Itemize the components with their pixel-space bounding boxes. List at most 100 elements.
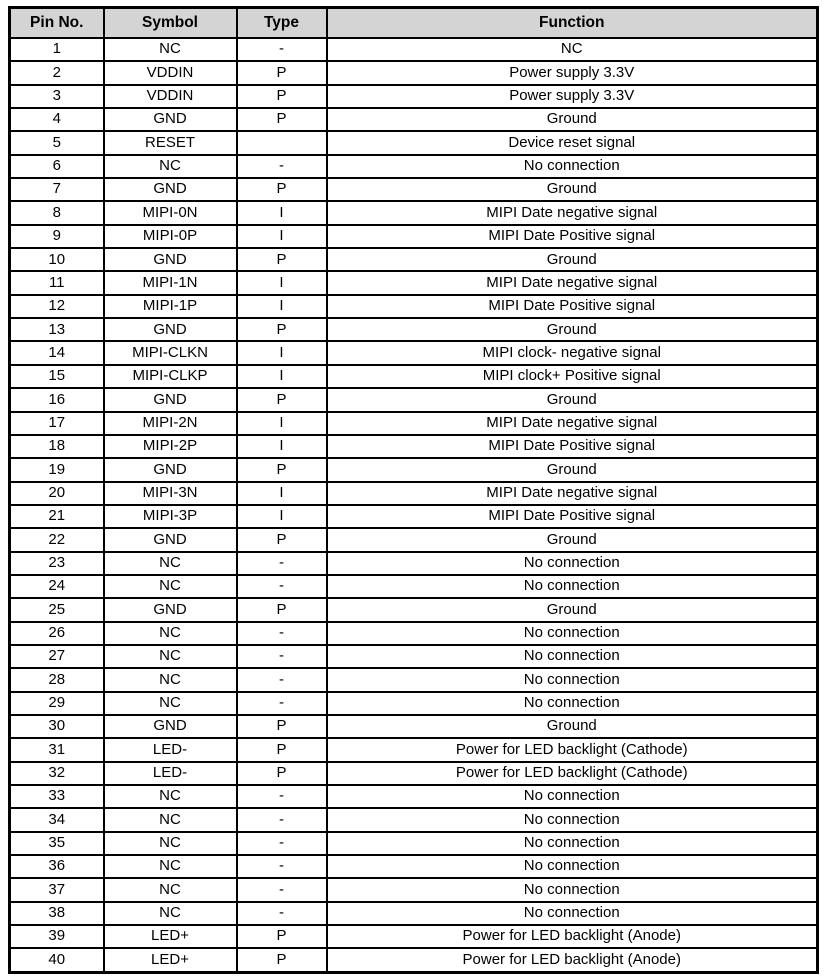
cell-pin-no: 35 xyxy=(8,830,105,857)
cell-function: No connection xyxy=(325,667,819,693)
cell-type: I xyxy=(235,433,328,460)
cell-function: Ground xyxy=(325,713,819,740)
cell-function: No connection xyxy=(325,783,819,810)
cell-pin-no: 23 xyxy=(8,550,105,576)
cell-type: P xyxy=(235,924,328,950)
cell-type: - xyxy=(235,877,328,903)
cell-type xyxy=(235,130,328,156)
cell-function: No connection xyxy=(325,573,819,600)
header-type: Type xyxy=(235,6,328,39)
table-row: 37 NC - No connection xyxy=(8,877,819,903)
cell-pin-no: 33 xyxy=(8,783,105,810)
cell-function: Ground xyxy=(325,177,819,203)
cell-function: Ground xyxy=(325,597,819,623)
cell-symbol: MIPI-CLKN xyxy=(102,340,238,366)
cell-pin-no: 2 xyxy=(8,60,105,86)
cell-pin-no: 15 xyxy=(8,363,105,390)
cell-pin-no: 22 xyxy=(8,527,105,553)
cell-symbol: NC xyxy=(102,783,238,810)
table-row: 26 NC - No connection xyxy=(8,620,819,646)
table-row: 14 MIPI-CLKN I MIPI clock- negative signal xyxy=(8,340,819,366)
pin-assignment-table: Pin No. Symbol Type Function 1 NC - NC 2 VDDI… xyxy=(8,6,819,974)
cell-symbol: NC xyxy=(102,854,238,880)
cell-symbol: GND xyxy=(102,107,238,133)
cell-symbol: NC xyxy=(102,153,238,180)
cell-function: NC xyxy=(325,36,819,63)
cell-type: - xyxy=(235,620,328,646)
cell-pin-no: 8 xyxy=(8,200,105,226)
cell-symbol: NC xyxy=(102,877,238,903)
table-row: 29 NC - No connection xyxy=(8,690,819,716)
cell-pin-no: 6 xyxy=(8,153,105,180)
cell-type: - xyxy=(235,830,328,857)
cell-type: I xyxy=(235,503,328,530)
cell-function: MIPI Date Positive signal xyxy=(325,223,819,250)
table-row: 23 NC - No connection xyxy=(8,550,819,576)
table-row: 1 NC - NC xyxy=(8,36,819,63)
cell-function: Ground xyxy=(325,527,819,553)
header-row: Pin No. Symbol Type Function xyxy=(8,6,819,39)
cell-type: I xyxy=(235,363,328,390)
cell-pin-no: 9 xyxy=(8,223,105,250)
cell-pin-no: 31 xyxy=(8,737,105,763)
cell-type: - xyxy=(235,550,328,576)
cell-function: MIPI Date negative signal xyxy=(325,480,819,506)
table-row: 25 GND P Ground xyxy=(8,597,819,623)
table-row: 10 GND P Ground xyxy=(8,247,819,273)
cell-symbol: GND xyxy=(102,387,238,413)
table-row: 20 MIPI-3N I MIPI Date negative signal xyxy=(8,480,819,506)
cell-symbol: MIPI-1P xyxy=(102,293,238,320)
cell-function: No connection xyxy=(325,877,819,903)
cell-symbol: MIPI-1N xyxy=(102,270,238,296)
cell-symbol: GND xyxy=(102,177,238,203)
table-row: 12 MIPI-1P I MIPI Date Positive signal xyxy=(8,293,819,320)
cell-symbol: NC xyxy=(102,573,238,600)
table-row: 31 LED- P Power for LED backlight (Cathode) xyxy=(8,737,819,763)
table-row: 19 GND P Ground xyxy=(8,457,819,483)
cell-pin-no: 3 xyxy=(8,83,105,110)
cell-type: - xyxy=(235,690,328,716)
cell-symbol: NC xyxy=(102,830,238,857)
cell-type: - xyxy=(235,807,328,833)
cell-function: Power for LED backlight (Cathode) xyxy=(325,737,819,763)
table-row: 21 MIPI-3P I MIPI Date Positive signal xyxy=(8,503,819,530)
cell-symbol: RESET xyxy=(102,130,238,156)
table-row: 6 NC - No connection xyxy=(8,153,819,180)
cell-type: P xyxy=(235,713,328,740)
cell-symbol: NC xyxy=(102,690,238,716)
cell-function: No connection xyxy=(325,690,819,716)
table-row: 4 GND P Ground xyxy=(8,107,819,133)
cell-type: P xyxy=(235,247,328,273)
cell-pin-no: 11 xyxy=(8,270,105,296)
cell-pin-no: 21 xyxy=(8,503,105,530)
cell-function: MIPI Date Positive signal xyxy=(325,293,819,320)
cell-symbol: VDDIN xyxy=(102,83,238,110)
cell-type: I xyxy=(235,200,328,226)
cell-symbol: GND xyxy=(102,317,238,343)
cell-type: P xyxy=(235,597,328,623)
cell-function: Ground xyxy=(325,107,819,133)
cell-pin-no: 16 xyxy=(8,387,105,413)
table-row: 38 NC - No connection xyxy=(8,900,819,927)
cell-function: MIPI Date negative signal xyxy=(325,200,819,226)
cell-type: I xyxy=(235,293,328,320)
cell-pin-no: 34 xyxy=(8,807,105,833)
table-row: 22 GND P Ground xyxy=(8,527,819,553)
cell-symbol: GND xyxy=(102,597,238,623)
header-function: Function xyxy=(325,6,819,39)
table-row: 33 NC - No connection xyxy=(8,783,819,810)
header-symbol: Symbol xyxy=(102,6,238,39)
cell-pin-no: 1 xyxy=(8,36,105,63)
cell-type: P xyxy=(235,60,328,86)
cell-function: Ground xyxy=(325,247,819,273)
cell-pin-no: 38 xyxy=(8,900,105,927)
cell-pin-no: 20 xyxy=(8,480,105,506)
cell-type: I xyxy=(235,480,328,506)
cell-symbol: GND xyxy=(102,457,238,483)
cell-pin-no: 32 xyxy=(8,760,105,787)
cell-symbol: MIPI-0P xyxy=(102,223,238,250)
cell-type: - xyxy=(235,36,328,63)
cell-function: No connection xyxy=(325,900,819,927)
table-row: 5 RESET Device reset signal xyxy=(8,130,819,156)
table-row: 34 NC - No connection xyxy=(8,807,819,833)
